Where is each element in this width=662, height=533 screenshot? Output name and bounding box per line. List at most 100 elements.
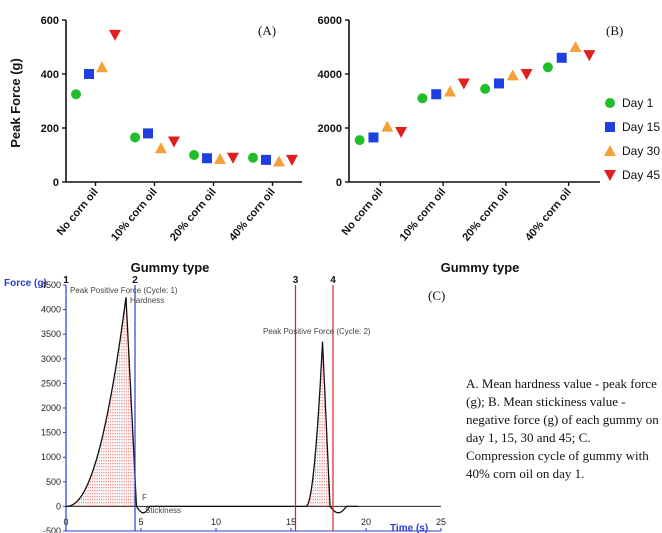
c-x-tick-label: 10 [211, 517, 221, 527]
data-point [226, 152, 239, 164]
c-x-tick-label: 25 [436, 517, 446, 527]
y-tick-label: 200 [41, 123, 59, 135]
category-label: No corn oil [55, 186, 101, 238]
marker-label: 4 [330, 275, 336, 286]
f-annotation: F [142, 493, 147, 502]
data-point [248, 152, 259, 163]
data-point [569, 41, 582, 52]
data-point [95, 61, 108, 73]
panel-a-y-title: Peak Force (g) [8, 58, 23, 148]
panel-a-points [71, 29, 298, 167]
c-y-tick-label: 4000 [41, 305, 61, 315]
y-tick-label: 0 [53, 177, 59, 189]
panel-a-x-ticks: No corn oil 10% corn oil 20% corn oil 40% c… [55, 182, 278, 244]
panel-c-y-title: Force (g) [4, 278, 47, 289]
data-point [261, 154, 272, 165]
c-x-tick-label: 5 [138, 517, 143, 527]
panel-b-legend: Day 1 Day 15 Day 30 Day 45 [604, 96, 660, 182]
panel-a-x-title: Gummy type [131, 260, 210, 275]
legend-label: Day 45 [622, 168, 660, 182]
c-y-tick-label: 1000 [41, 452, 61, 462]
data-point [506, 69, 519, 81]
data-point [213, 153, 226, 165]
panel-b-label: (B) [606, 23, 623, 38]
legend-marker [605, 122, 615, 132]
hardness-annotation: Hardness [130, 296, 164, 305]
y-tick-label: 0 [336, 177, 342, 189]
legend-marker [604, 170, 616, 181]
panel-c-axes: -500050010001500200025003000350040004500… [41, 280, 446, 533]
y-tick-label: 2000 [318, 123, 342, 135]
data-point [154, 142, 167, 154]
panel-c-curve [66, 297, 358, 514]
panel-c-annotations: Peak Positive Force (Cycle: 1) Hardness … [70, 286, 371, 515]
c-y-tick-label: 3500 [41, 329, 61, 339]
category-label: 40% corn oil [523, 186, 574, 243]
y-tick-label: 600 [41, 15, 59, 27]
category-label: 40% corn oil [227, 186, 278, 243]
data-point [84, 69, 95, 79]
category-label: No corn oil [340, 186, 386, 238]
data-point [272, 155, 285, 167]
c-y-tick-label: -500 [43, 526, 61, 533]
marker-label: 3 [293, 275, 299, 286]
data-point [444, 85, 457, 97]
category-label: 20% corn oil [460, 186, 511, 243]
y-tick-label: 4000 [318, 69, 342, 81]
data-point [285, 154, 298, 166]
panel-a-label: (A) [258, 23, 276, 38]
c-y-tick-label: 3000 [41, 354, 61, 364]
force-curve [66, 297, 358, 514]
panel-a: (A) Peak Force (g) Gummy type 0 200 400 600… [8, 15, 302, 275]
c-y-tick-label: 4500 [41, 280, 61, 290]
legend-label: Day 1 [622, 96, 654, 110]
panel-c-label: (C) [428, 288, 445, 303]
peak2-annotation: Peak Positive Force (Cycle: 2) [263, 327, 371, 336]
panel-c-x-title: Time (s) [390, 523, 428, 533]
data-point [520, 69, 533, 80]
stickiness-annotation: Stickiness [145, 506, 181, 515]
panel-b-y-ticks: 0 2000 4000 6000 [318, 15, 349, 189]
c-x-tick-label: 0 [63, 517, 68, 527]
data-point [130, 132, 141, 143]
data-point [395, 127, 408, 139]
category-label: 10% corn oil [398, 186, 449, 243]
category-label: 10% corn oil [109, 186, 160, 243]
data-point [480, 83, 491, 94]
c-y-tick-label: 1500 [41, 428, 61, 438]
c-x-tick-label: 20 [361, 517, 371, 527]
data-point [354, 135, 365, 146]
marker-label: 1 [63, 275, 69, 286]
legend-label: Day 15 [622, 120, 660, 134]
data-point [71, 89, 82, 100]
panel-b: (B) Gummy type 0 2000 4000 6000 No corn oil… [318, 15, 661, 275]
data-point [368, 132, 379, 143]
c-y-tick-label: 2000 [41, 403, 61, 413]
panel-c: (C) Force (g) Time (s) -5000500100015002… [4, 275, 446, 533]
legend-label: Day 30 [622, 144, 660, 158]
data-point [431, 89, 442, 100]
data-point [167, 136, 180, 148]
marker-label: 2 [132, 275, 138, 286]
panel-c-markers: 1 2 3 4 [63, 275, 336, 531]
panel-b-points [354, 41, 596, 146]
data-point [583, 50, 596, 62]
data-point [189, 150, 200, 160]
data-point [143, 128, 154, 139]
panel-a-y-ticks: 0 200 400 600 [41, 15, 66, 189]
c-y-tick-label: 2500 [41, 378, 61, 388]
c-x-tick-label: 15 [286, 517, 296, 527]
y-tick-label: 6000 [318, 15, 342, 27]
data-point [493, 78, 504, 89]
legend-marker [604, 145, 616, 156]
data-point [556, 52, 567, 63]
y-tick-label: 400 [41, 69, 59, 81]
data-point [542, 62, 553, 73]
data-point [108, 29, 121, 41]
legend-marker [605, 98, 615, 108]
category-label: 20% corn oil [168, 186, 219, 243]
data-point [381, 120, 394, 132]
figure-caption: A. Mean hardness value - peak force (g);… [466, 376, 659, 481]
panel-b-x-title: Gummy type [441, 260, 520, 275]
